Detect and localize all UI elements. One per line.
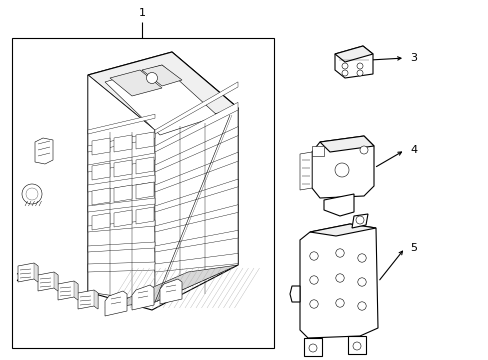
Polygon shape xyxy=(155,152,238,192)
Polygon shape xyxy=(136,157,154,174)
Polygon shape xyxy=(347,336,365,354)
Polygon shape xyxy=(155,108,238,302)
Circle shape xyxy=(334,163,348,177)
Polygon shape xyxy=(114,185,132,202)
Polygon shape xyxy=(132,285,154,310)
Polygon shape xyxy=(88,52,238,130)
Polygon shape xyxy=(289,286,299,302)
Polygon shape xyxy=(94,290,98,309)
Circle shape xyxy=(357,254,366,262)
Circle shape xyxy=(309,300,318,308)
Circle shape xyxy=(308,344,316,352)
Polygon shape xyxy=(88,175,155,192)
Polygon shape xyxy=(88,242,155,252)
Polygon shape xyxy=(38,272,58,291)
Polygon shape xyxy=(110,70,162,96)
Polygon shape xyxy=(88,220,155,232)
Polygon shape xyxy=(155,205,238,232)
Circle shape xyxy=(357,278,366,286)
Polygon shape xyxy=(311,136,373,198)
Polygon shape xyxy=(309,224,375,236)
Circle shape xyxy=(341,70,347,76)
Circle shape xyxy=(341,63,347,69)
Circle shape xyxy=(335,249,344,257)
Polygon shape xyxy=(92,163,110,180)
Polygon shape xyxy=(155,179,238,212)
Circle shape xyxy=(352,342,360,350)
Text: 4: 4 xyxy=(409,145,416,155)
Polygon shape xyxy=(155,253,238,272)
Polygon shape xyxy=(351,214,367,228)
Polygon shape xyxy=(136,207,154,224)
Polygon shape xyxy=(334,46,372,78)
Polygon shape xyxy=(88,75,155,302)
Polygon shape xyxy=(92,213,110,230)
Polygon shape xyxy=(334,46,372,62)
Circle shape xyxy=(146,72,157,84)
Polygon shape xyxy=(155,102,238,152)
Text: 2: 2 xyxy=(15,273,22,283)
Polygon shape xyxy=(54,272,58,291)
Circle shape xyxy=(26,188,38,200)
Polygon shape xyxy=(160,279,182,304)
Circle shape xyxy=(356,63,362,69)
Polygon shape xyxy=(155,82,238,134)
Polygon shape xyxy=(324,194,353,216)
Polygon shape xyxy=(155,230,238,252)
Polygon shape xyxy=(114,135,132,152)
Polygon shape xyxy=(114,160,132,177)
Polygon shape xyxy=(92,138,110,155)
Circle shape xyxy=(335,299,344,307)
Polygon shape xyxy=(35,138,53,164)
Circle shape xyxy=(357,302,366,310)
Text: 3: 3 xyxy=(409,53,416,63)
Circle shape xyxy=(335,274,344,282)
Polygon shape xyxy=(18,263,38,282)
Polygon shape xyxy=(58,281,78,300)
Bar xyxy=(12,38,273,348)
Circle shape xyxy=(309,276,318,284)
Polygon shape xyxy=(74,281,78,300)
Polygon shape xyxy=(319,136,373,152)
Polygon shape xyxy=(136,182,154,199)
Circle shape xyxy=(309,252,318,260)
Polygon shape xyxy=(88,132,155,152)
Polygon shape xyxy=(142,65,182,86)
Polygon shape xyxy=(105,65,218,135)
Circle shape xyxy=(22,184,42,204)
Polygon shape xyxy=(114,210,132,227)
Polygon shape xyxy=(92,188,110,205)
Circle shape xyxy=(359,146,367,154)
Circle shape xyxy=(355,216,363,224)
Polygon shape xyxy=(299,152,311,190)
Polygon shape xyxy=(311,146,324,156)
Polygon shape xyxy=(136,132,154,149)
Polygon shape xyxy=(78,290,98,309)
Polygon shape xyxy=(299,224,377,338)
Text: 1: 1 xyxy=(138,8,145,18)
Polygon shape xyxy=(88,153,155,172)
Polygon shape xyxy=(155,127,238,172)
Polygon shape xyxy=(105,265,238,308)
Polygon shape xyxy=(304,338,321,356)
Polygon shape xyxy=(88,262,155,272)
Polygon shape xyxy=(34,263,38,282)
Polygon shape xyxy=(88,198,155,212)
Polygon shape xyxy=(105,291,127,316)
Polygon shape xyxy=(88,114,155,134)
Circle shape xyxy=(356,70,362,76)
Text: 5: 5 xyxy=(409,243,416,253)
Polygon shape xyxy=(88,52,238,310)
